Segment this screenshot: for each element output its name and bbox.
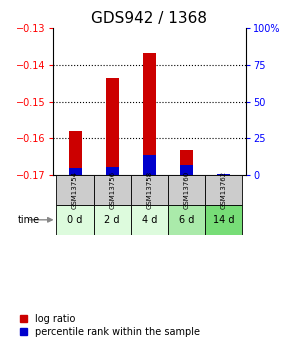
Text: GSM13760: GSM13760	[184, 171, 190, 209]
Text: GSM13762: GSM13762	[221, 171, 227, 209]
Bar	[131, 205, 168, 235]
Bar	[57, 205, 94, 235]
Bar	[205, 176, 242, 205]
Text: 14 d: 14 d	[213, 215, 235, 225]
Legend: log ratio, percentile rank within the sample: log ratio, percentile rank within the sa…	[20, 314, 200, 337]
Title: GDS942 / 1368: GDS942 / 1368	[91, 11, 207, 27]
Bar	[143, 53, 156, 176]
Text: time: time	[17, 215, 40, 225]
Bar	[57, 176, 94, 205]
Bar	[131, 176, 168, 205]
Text: 6 d: 6 d	[179, 215, 194, 225]
Bar	[180, 150, 193, 176]
Text: GSM13756: GSM13756	[109, 171, 115, 209]
Bar	[94, 176, 131, 205]
Bar	[69, 131, 81, 176]
Bar	[69, 168, 81, 176]
Text: GSM13758: GSM13758	[146, 171, 152, 209]
Text: 0 d: 0 d	[67, 215, 83, 225]
Bar	[106, 78, 119, 176]
Text: 4 d: 4 d	[142, 215, 157, 225]
Text: 2 d: 2 d	[105, 215, 120, 225]
Bar	[94, 205, 131, 235]
Bar	[143, 155, 156, 176]
Bar	[106, 167, 119, 176]
Bar	[217, 174, 230, 176]
Bar	[168, 176, 205, 205]
Bar	[168, 205, 205, 235]
Bar	[205, 205, 242, 235]
Bar	[217, 174, 230, 176]
Text: GSM13754: GSM13754	[72, 171, 78, 209]
Bar	[180, 165, 193, 176]
